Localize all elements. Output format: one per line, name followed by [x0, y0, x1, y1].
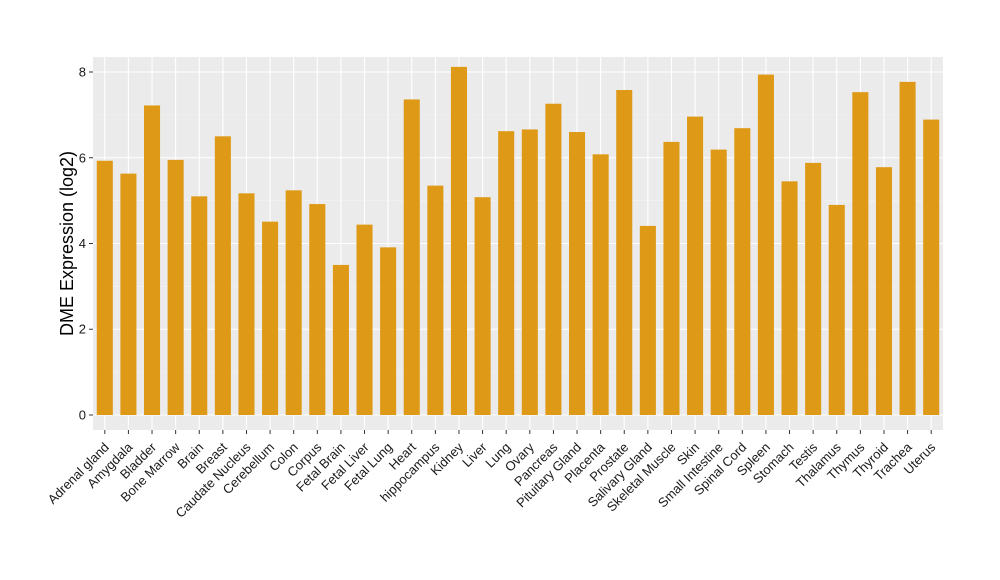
bar-skeletal-muscle	[663, 141, 680, 415]
bar-fetal-liver	[356, 224, 373, 415]
bar-pituitary-gland	[569, 132, 586, 415]
bar-liver	[474, 197, 491, 415]
bar-hippocampus	[427, 185, 444, 415]
y-axis: 0 2 4 6 8	[79, 65, 93, 422]
bar-kidney	[450, 66, 467, 415]
bar-spleen	[757, 74, 774, 415]
bar-pancreas	[545, 103, 562, 415]
bar-trachea	[899, 81, 916, 415]
bar-fetal-brain	[332, 264, 349, 415]
bar-placenta	[592, 154, 609, 415]
bar-breast	[214, 136, 231, 415]
bar-thalamus	[828, 204, 845, 415]
y-tick-label: 4	[79, 236, 86, 251]
bar-heart	[403, 99, 420, 415]
bar-testis	[805, 162, 822, 415]
y-tick-label: 2	[79, 322, 86, 337]
bar-uterus	[923, 119, 940, 415]
bars-group	[96, 66, 940, 415]
bar-spinal-cord	[734, 128, 751, 415]
y-tick-label: 8	[79, 65, 86, 80]
bar-brain	[191, 196, 208, 415]
y-tick-label: 6	[79, 150, 86, 165]
bar-caudate-nucleus	[238, 193, 255, 415]
bar-thyroid	[875, 167, 892, 415]
bar-prostate	[616, 90, 633, 415]
bar-stomach	[781, 181, 798, 415]
bar-skin	[687, 116, 704, 415]
minor-gridlines	[93, 114, 943, 373]
x-tick-label: Liver	[459, 439, 490, 470]
bar-amygdala	[120, 173, 137, 415]
bar-bladder	[144, 105, 161, 415]
y-tick-label: 0	[79, 407, 86, 422]
bar-lung	[498, 131, 515, 415]
bar-colon	[285, 190, 302, 415]
bar-salivary-gland	[639, 225, 656, 415]
bar-ovary	[521, 129, 538, 415]
bar-corpus	[309, 204, 326, 415]
bar-fetal-lung	[380, 247, 397, 415]
bar-bone-marrow	[167, 159, 184, 415]
bar-cerebellum	[262, 221, 279, 415]
y-axis-title: DME Expression (log2)	[57, 151, 77, 336]
bar-small-intestine	[710, 149, 727, 415]
bar-thymus	[852, 92, 869, 415]
bar-adrenal-gland	[96, 160, 113, 415]
